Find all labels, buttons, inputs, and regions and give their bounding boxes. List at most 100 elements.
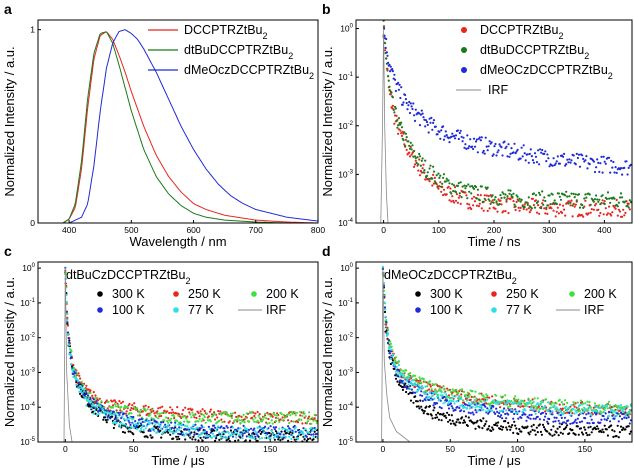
data-point — [432, 121, 435, 124]
y-tick-label-base: 10 — [338, 402, 348, 412]
data-point — [513, 398, 516, 401]
data-point — [308, 431, 311, 434]
data-point — [136, 423, 140, 426]
data-point — [188, 420, 191, 423]
data-point — [540, 433, 544, 436]
data-point — [493, 145, 496, 148]
x-tick-label: 500 — [124, 225, 138, 235]
data-point — [248, 439, 252, 442]
data-point — [138, 424, 141, 427]
data-point — [524, 404, 527, 407]
data-point — [462, 419, 466, 422]
data-point — [437, 389, 440, 392]
data-point — [187, 427, 190, 430]
data-point — [425, 174, 429, 177]
data-point — [394, 89, 397, 93]
data-point — [479, 194, 482, 197]
data-point — [387, 349, 390, 352]
data-point — [464, 191, 467, 194]
data-point — [258, 437, 261, 440]
data-point — [282, 413, 285, 416]
data-point — [418, 155, 422, 158]
data-point — [472, 396, 475, 399]
data-point — [218, 431, 221, 434]
data-point — [152, 426, 155, 430]
data-point — [401, 103, 404, 106]
data-point — [490, 429, 493, 433]
data-point — [405, 390, 408, 394]
data-point — [132, 407, 135, 410]
data-point — [551, 410, 554, 413]
data-point — [76, 379, 79, 382]
data-point — [421, 386, 424, 389]
data-point — [75, 383, 78, 386]
data-point — [408, 144, 411, 147]
data-point — [448, 388, 451, 391]
data-point — [468, 407, 471, 410]
y-tick-label: 10-4 — [338, 402, 353, 412]
data-point — [557, 192, 561, 195]
data-point — [263, 416, 266, 419]
data-point — [483, 194, 486, 197]
data-point — [569, 422, 572, 425]
data-point — [202, 436, 205, 439]
data-point — [597, 161, 600, 164]
data-point — [182, 432, 185, 435]
data-point — [447, 407, 451, 410]
data-point — [573, 412, 576, 415]
data-point — [538, 212, 541, 215]
data-point — [220, 436, 223, 439]
data-point — [217, 425, 220, 428]
data-point — [574, 409, 577, 412]
data-point — [438, 387, 441, 390]
data-point — [467, 183, 470, 186]
data-point — [516, 148, 519, 151]
data-point — [524, 409, 527, 412]
data-point — [184, 406, 187, 409]
data-point — [409, 387, 412, 391]
data-point — [150, 417, 153, 420]
data-point — [484, 405, 487, 408]
data-point — [506, 428, 509, 431]
data-point — [390, 348, 393, 351]
data-point — [622, 208, 625, 211]
data-point — [622, 413, 625, 416]
data-point — [555, 431, 558, 434]
legend-swatch — [173, 291, 179, 297]
data-point — [530, 413, 533, 416]
data-point — [383, 294, 386, 297]
data-point — [485, 402, 488, 405]
data-point — [165, 428, 168, 431]
data-point — [553, 199, 556, 202]
data-point — [442, 173, 446, 176]
data-point — [585, 196, 588, 199]
data-point — [590, 418, 593, 421]
data-point — [93, 409, 96, 412]
data-point — [507, 413, 510, 416]
x-tick-label: 800 — [311, 225, 325, 235]
data-point — [537, 409, 540, 412]
data-point — [397, 88, 400, 91]
data-point — [552, 425, 555, 428]
data-point — [230, 416, 233, 420]
data-point — [519, 157, 522, 160]
data-point — [439, 394, 442, 397]
data-point — [469, 412, 472, 415]
data-point — [387, 342, 390, 345]
y-tick-label: 10-2 — [338, 121, 353, 131]
data-point — [467, 411, 470, 414]
data-point — [385, 325, 388, 328]
data-point — [472, 137, 476, 140]
data-point — [171, 408, 174, 411]
data-point — [224, 435, 227, 438]
data-point — [617, 420, 620, 423]
data-point — [292, 436, 295, 439]
data-point — [156, 431, 159, 434]
data-point — [458, 192, 461, 195]
data-point — [554, 408, 557, 411]
y-tick-label-exp: -1 — [348, 298, 354, 304]
data-point — [394, 78, 397, 81]
data-point — [453, 402, 456, 405]
data-point — [229, 412, 232, 415]
data-point — [586, 403, 589, 407]
